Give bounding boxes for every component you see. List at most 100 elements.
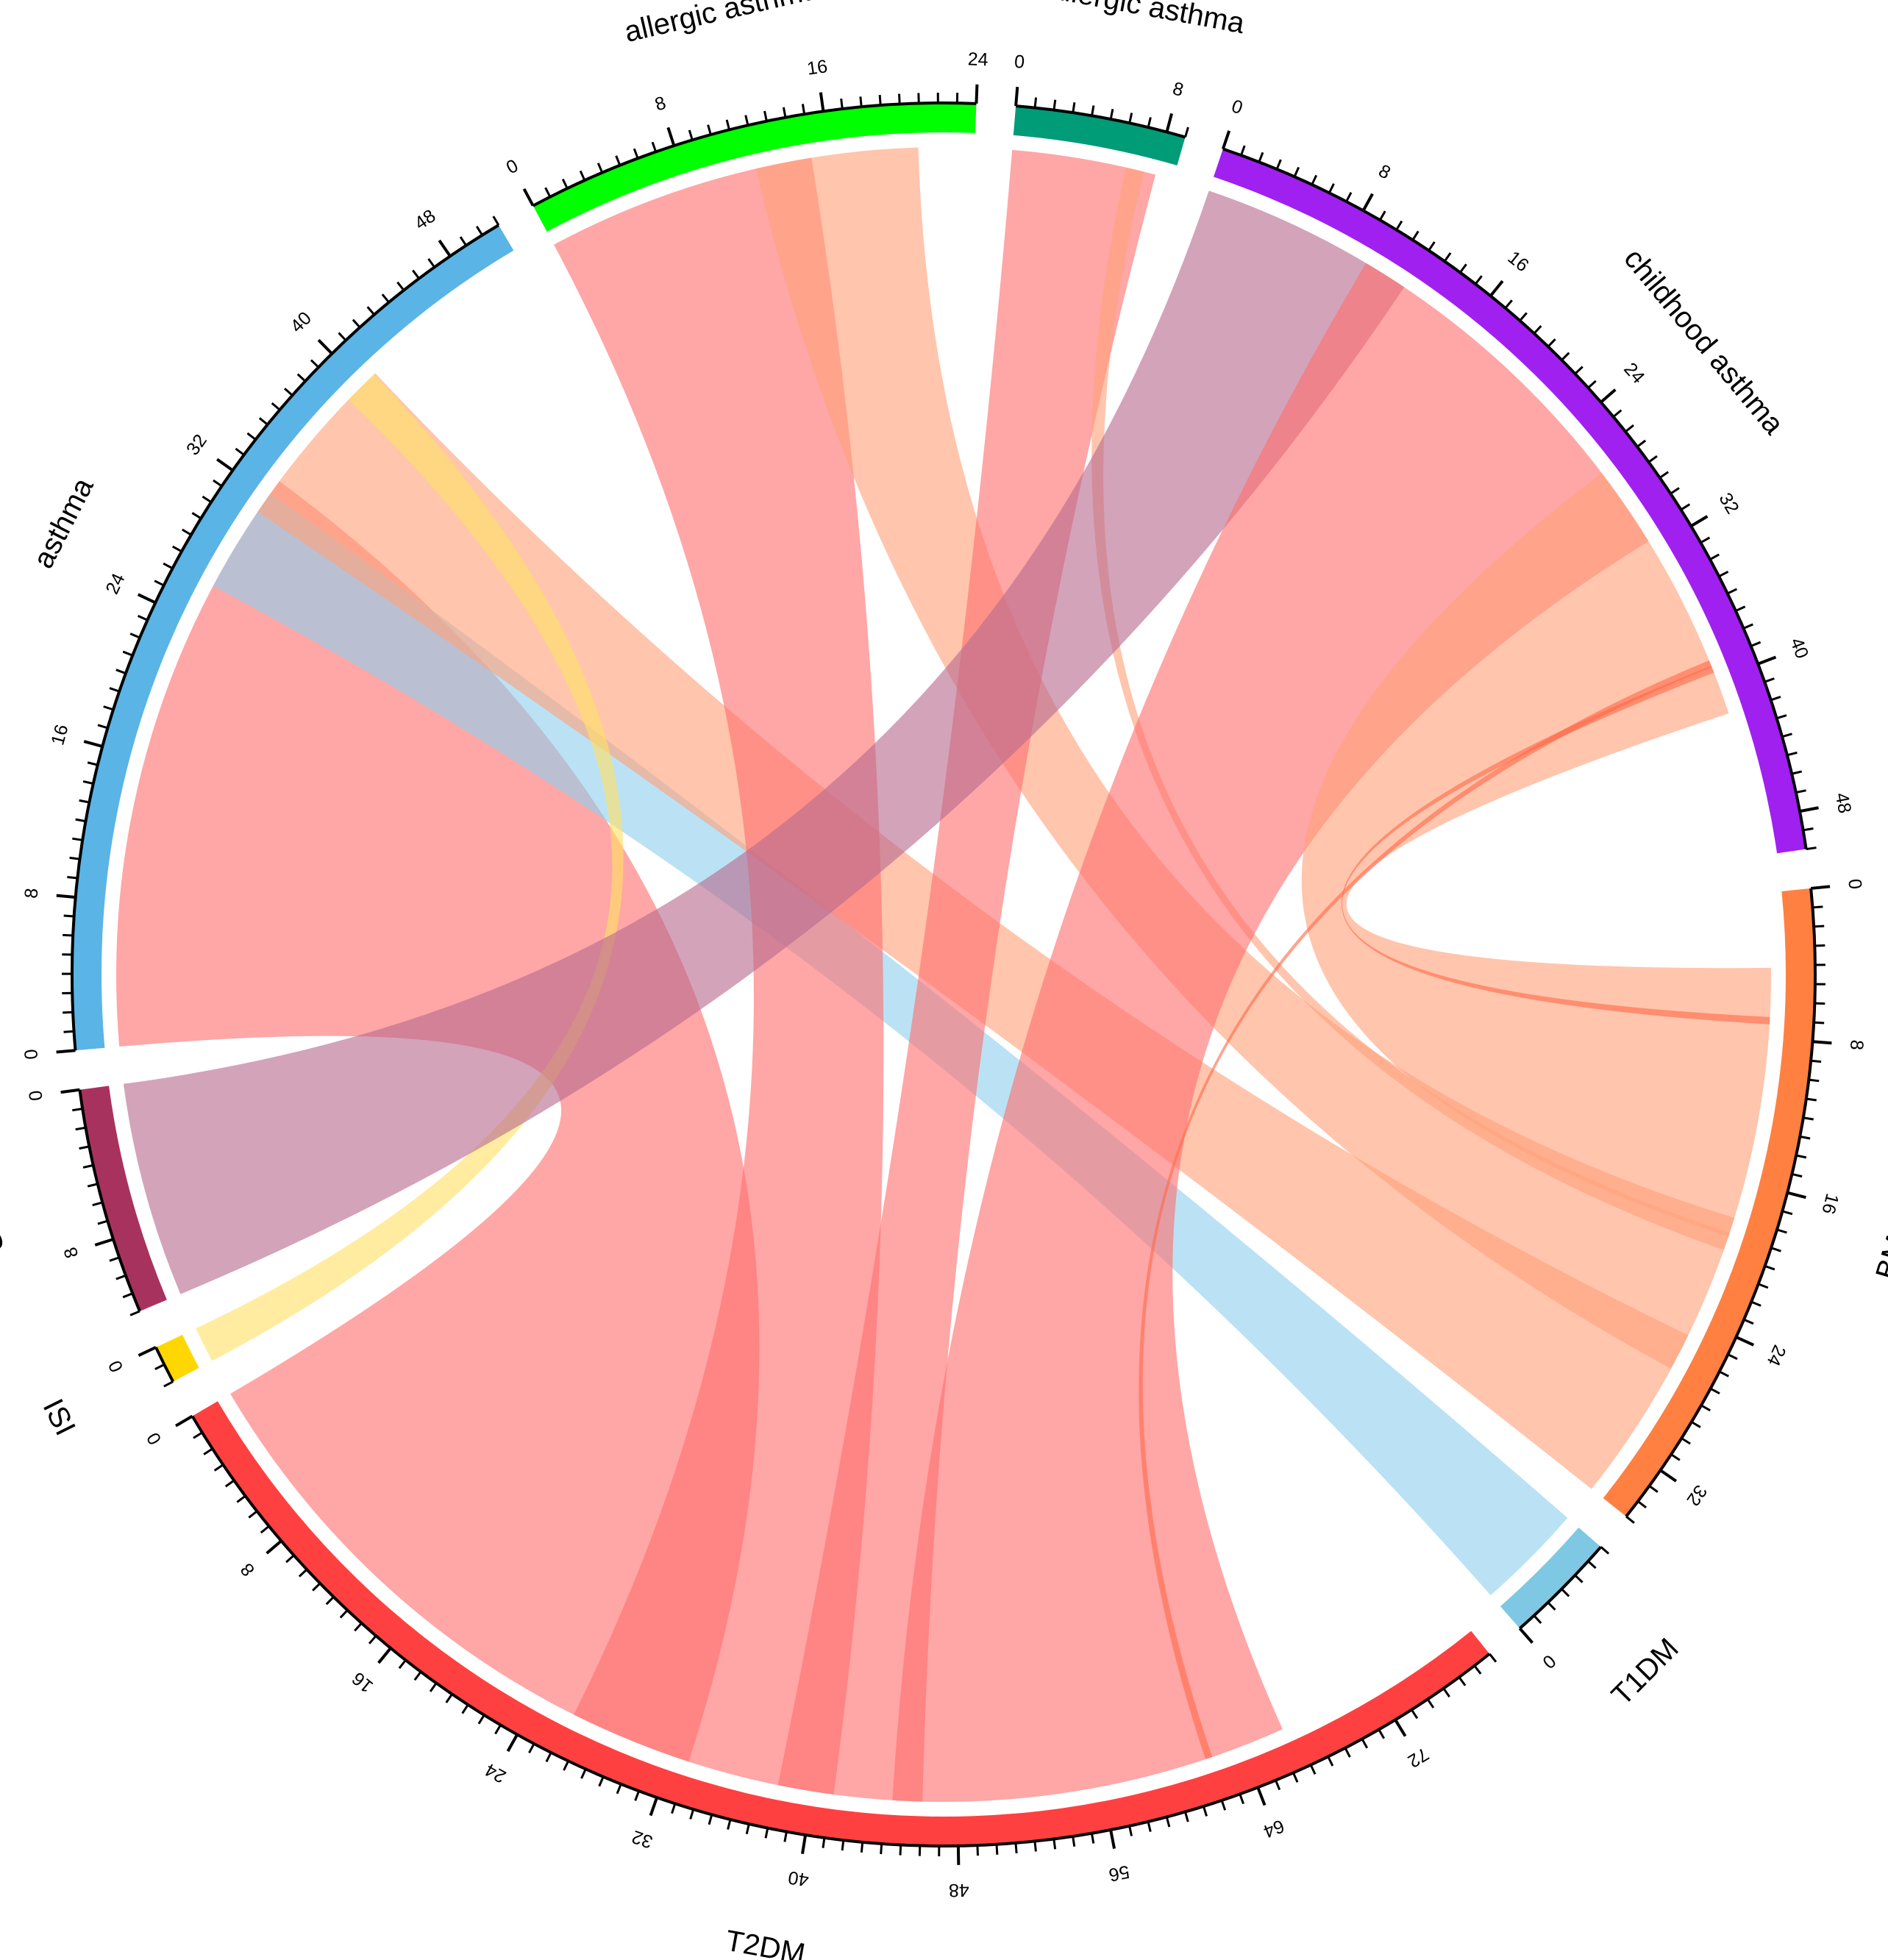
- tick-t2dm-24: [506, 1733, 519, 1753]
- tick-asthma-6: [63, 933, 74, 937]
- tick-bmi-21: [1758, 1283, 1769, 1289]
- tick-label-bmi-16: 16: [1817, 1191, 1842, 1216]
- tick-bmi-14: [1795, 1154, 1807, 1159]
- tick-nonallergic-5: [1109, 108, 1114, 120]
- tick-t2dm-25: [528, 1743, 535, 1754]
- tick-fg-5: [87, 1183, 99, 1188]
- axis-line-bmi: [1625, 888, 1817, 1518]
- track-asthma: [72, 225, 514, 1051]
- tick-fg-10: [115, 1274, 127, 1280]
- tick-bmi-23: [1743, 1318, 1754, 1325]
- tick-bmi-24: [1735, 1336, 1755, 1347]
- tick-t2dm-55: [1090, 1833, 1095, 1844]
- tick-label-childhood-40: 40: [1786, 635, 1812, 661]
- tick-t2dm-12: [325, 1596, 335, 1606]
- tick-t2dm-33: [671, 1803, 677, 1814]
- tick-fg-4: [82, 1163, 94, 1169]
- tick-childhood-35: [1718, 570, 1729, 578]
- sector-label-fg: FG: [0, 1209, 10, 1257]
- tick-t2dm-66: [1292, 1772, 1299, 1783]
- tick-bmi-12: [1803, 1116, 1814, 1121]
- tick-fg-6: [92, 1201, 103, 1207]
- tick-nonallergic-0: [1014, 86, 1019, 107]
- tick-asthma-20: [115, 669, 127, 674]
- tick-label-childhood-32: 32: [1714, 489, 1742, 517]
- tick-asthma-26: [163, 562, 174, 570]
- track-nonallergic: [1013, 106, 1186, 165]
- link-childhood-bmi-10: [1301, 473, 1771, 1237]
- tick-t2dm-70: [1361, 1738, 1369, 1749]
- tick-label-allergic-24: 24: [967, 49, 988, 70]
- tick-allergic-15: [801, 104, 806, 115]
- tick-bmi-7: [1814, 1021, 1825, 1024]
- tick-t1dm-2: [1547, 1601, 1556, 1611]
- tick-asthma-40: [317, 338, 333, 355]
- tick-t2dm-32: [649, 1797, 659, 1817]
- tick-t2dm-36: [727, 1819, 732, 1830]
- tick-childhood-22: [1574, 366, 1584, 375]
- tick-fg-8: [94, 1238, 114, 1247]
- track-fg: [79, 1086, 167, 1311]
- tick-t2dm-13: [339, 1609, 349, 1619]
- tick-label-fg-0: 0: [25, 1089, 47, 1102]
- tick-label-allergic-0: 0: [503, 155, 521, 178]
- tick-label-t1dm-0: 0: [1539, 1650, 1560, 1672]
- tick-childhood-44: [1781, 733, 1792, 738]
- tick-bmi-25: [1727, 1353, 1738, 1361]
- tick-t2dm-27: [563, 1760, 569, 1771]
- tick-bmi-35: [1625, 1515, 1635, 1524]
- tick-allergic-6: [633, 148, 639, 159]
- tick-t2dm-72: [1394, 1719, 1407, 1737]
- axis-line-asthma: [71, 224, 499, 1051]
- tick-bmi-8: [1812, 1040, 1832, 1045]
- tick-t2dm-37: [745, 1823, 750, 1835]
- tick-t2dm-35: [708, 1814, 713, 1825]
- tick-t2dm-71: [1378, 1728, 1386, 1739]
- tick-t2dm-14: [354, 1622, 363, 1632]
- tick-t2dm-20: [445, 1693, 453, 1703]
- tick-childhood-33: [1700, 536, 1711, 544]
- axis-line-t2dm: [190, 1415, 1491, 1848]
- tick-label-childhood-8: 8: [1375, 160, 1394, 183]
- tick-allergic-1: [544, 187, 552, 198]
- tick-asthma-24: [137, 593, 157, 605]
- tick-t2dm-43: [860, 1842, 864, 1853]
- sector-label-childhood: childhood asthma: [1617, 243, 1790, 441]
- tick-childhood-0: [1221, 130, 1231, 150]
- tick-t2dm-38: [764, 1828, 769, 1839]
- tick-t2dm-76: [1458, 1676, 1467, 1686]
- tick-bmi-22: [1750, 1300, 1761, 1307]
- tick-bmi-20: [1764, 1265, 1775, 1271]
- tick-childhood-21: [1561, 352, 1570, 361]
- tick-childhood-29: [1659, 471, 1670, 479]
- tick-bmi-17: [1782, 1210, 1793, 1216]
- tick-label-asthma-48: 48: [411, 205, 440, 234]
- tick-childhood-41: [1764, 677, 1775, 683]
- tick-allergic-2: [561, 178, 569, 189]
- tick-bmi-10: [1809, 1078, 1820, 1083]
- tick-nonallergic-4: [1091, 105, 1095, 116]
- tick-label-t2dm-24: 24: [482, 1759, 510, 1787]
- tick-asthma-23: [138, 615, 149, 621]
- tick-bmi-2: [1814, 924, 1825, 928]
- tick-label-bmi-32: 32: [1682, 1481, 1711, 1510]
- tick-bmi-28: [1700, 1404, 1711, 1412]
- tick-t1dm-4: [1574, 1574, 1584, 1583]
- tick-bmi-33: [1648, 1485, 1659, 1493]
- tick-allergic-14: [782, 107, 787, 118]
- tick-t2dm-60: [1183, 1811, 1189, 1822]
- axis-line-nonallergic: [1015, 104, 1186, 139]
- tick-t2dm-22: [477, 1714, 485, 1725]
- tick-label-asthma-0: 0: [21, 1048, 42, 1060]
- tick-fg-7: [97, 1219, 108, 1225]
- tick-t2dm-15: [368, 1635, 377, 1644]
- tick-childhood-14: [1459, 263, 1467, 274]
- tick-label-bmi-0: 0: [1844, 878, 1865, 891]
- tick-t2dm-78: [1489, 1653, 1497, 1663]
- sector-label-t2dm: T2DM: [723, 1925, 808, 1960]
- track-t1dm: [1500, 1528, 1601, 1629]
- tick-t2dm-59: [1165, 1817, 1171, 1828]
- tick-asthma-18: [103, 705, 114, 711]
- tick-label-childhood-0: 0: [1229, 96, 1245, 118]
